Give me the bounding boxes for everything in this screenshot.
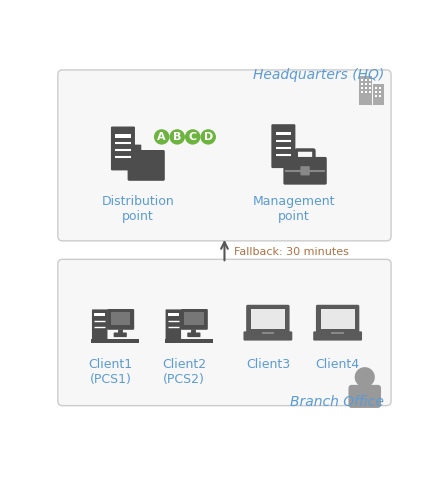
Bar xyxy=(365,91,367,93)
Text: C: C xyxy=(189,132,197,142)
Text: Client3: Client3 xyxy=(246,358,290,371)
FancyBboxPatch shape xyxy=(166,310,181,342)
FancyBboxPatch shape xyxy=(58,70,391,241)
FancyBboxPatch shape xyxy=(349,385,381,408)
Bar xyxy=(276,132,291,135)
Circle shape xyxy=(154,129,170,144)
Bar xyxy=(375,87,377,89)
Bar xyxy=(261,332,274,334)
Text: Fallback: 30 minutes: Fallback: 30 minutes xyxy=(234,247,349,257)
Text: Distribution
point: Distribution point xyxy=(101,195,174,223)
FancyBboxPatch shape xyxy=(246,305,290,334)
Bar xyxy=(361,79,363,82)
Bar xyxy=(321,309,355,329)
Bar xyxy=(375,95,377,97)
Bar xyxy=(332,332,344,334)
FancyBboxPatch shape xyxy=(272,124,295,168)
Bar xyxy=(369,91,371,93)
FancyBboxPatch shape xyxy=(113,333,127,337)
Bar xyxy=(369,79,371,82)
Bar xyxy=(165,339,213,343)
FancyBboxPatch shape xyxy=(313,331,362,341)
FancyBboxPatch shape xyxy=(181,309,208,330)
FancyBboxPatch shape xyxy=(111,127,135,170)
FancyBboxPatch shape xyxy=(187,333,201,337)
Bar xyxy=(94,313,105,316)
FancyBboxPatch shape xyxy=(316,305,359,334)
Bar xyxy=(369,83,371,85)
Text: Management
point: Management point xyxy=(253,195,336,223)
Bar xyxy=(184,312,204,325)
Bar xyxy=(168,313,179,316)
Bar xyxy=(361,83,363,85)
Circle shape xyxy=(355,367,375,387)
FancyBboxPatch shape xyxy=(244,331,292,341)
Text: Headquarters (HQ): Headquarters (HQ) xyxy=(253,68,384,83)
FancyBboxPatch shape xyxy=(58,259,391,406)
Text: Client4: Client4 xyxy=(315,358,360,371)
Bar xyxy=(369,87,371,89)
Bar xyxy=(115,134,131,138)
FancyBboxPatch shape xyxy=(300,166,310,175)
Bar xyxy=(379,87,381,89)
FancyBboxPatch shape xyxy=(127,150,165,181)
Bar xyxy=(361,91,363,93)
Bar xyxy=(375,91,377,93)
Bar xyxy=(359,76,372,105)
Bar xyxy=(361,87,363,89)
Bar xyxy=(365,79,367,82)
Text: B: B xyxy=(173,132,181,142)
Text: Client1
(PCS1): Client1 (PCS1) xyxy=(88,358,133,386)
Circle shape xyxy=(170,129,185,144)
Text: Branch Office: Branch Office xyxy=(290,395,384,408)
Text: D: D xyxy=(204,132,213,142)
FancyBboxPatch shape xyxy=(283,157,327,185)
Bar xyxy=(365,83,367,85)
Circle shape xyxy=(201,129,216,144)
Text: Client2
(PCS2): Client2 (PCS2) xyxy=(162,358,206,386)
Bar xyxy=(110,312,130,325)
Text: A: A xyxy=(157,132,166,142)
Bar xyxy=(251,309,285,329)
Bar xyxy=(373,84,384,105)
Bar xyxy=(91,339,139,343)
Bar xyxy=(379,95,381,97)
FancyBboxPatch shape xyxy=(107,309,134,330)
FancyBboxPatch shape xyxy=(128,144,141,154)
Bar xyxy=(379,91,381,93)
FancyBboxPatch shape xyxy=(92,310,107,342)
Bar xyxy=(365,87,367,89)
Circle shape xyxy=(185,129,201,144)
